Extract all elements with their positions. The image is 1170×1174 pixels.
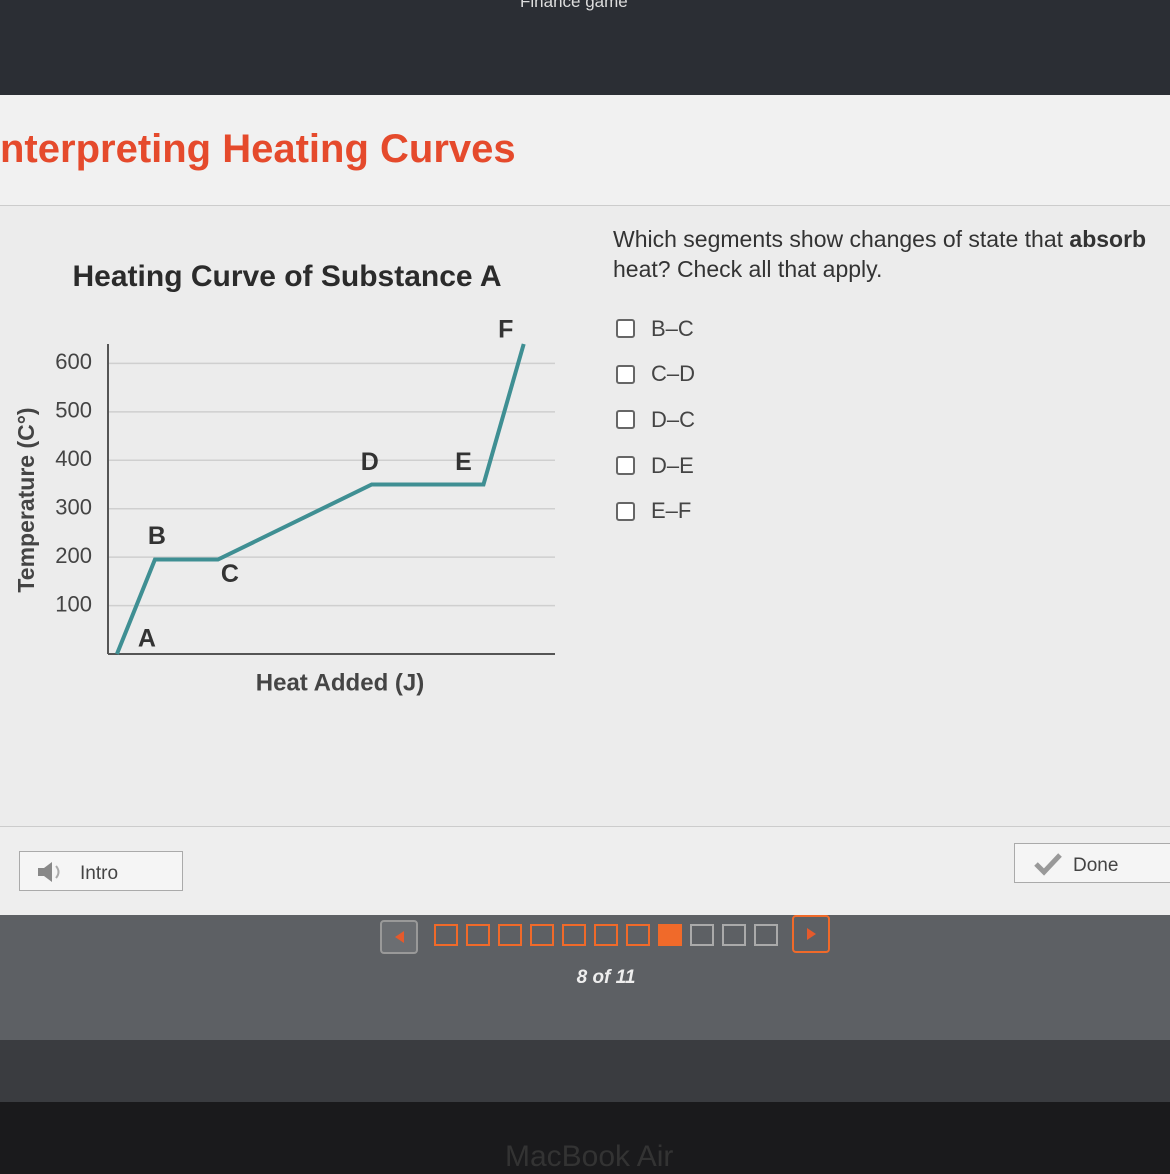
y-tick-label: 500 bbox=[55, 398, 92, 423]
browser-bar: Finance game bbox=[0, 0, 1170, 95]
heating-curve bbox=[115, 343, 526, 655]
device-label: MacBook Air bbox=[505, 1140, 674, 1173]
y-tick-label: 200 bbox=[55, 543, 92, 568]
page-box[interactable] bbox=[498, 924, 522, 946]
point-label: D bbox=[361, 448, 379, 476]
bookmark[interactable]: Finance game bbox=[520, 0, 628, 11]
y-tick-label: 400 bbox=[55, 446, 92, 471]
intro-label: Intro bbox=[80, 863, 119, 884]
page-box[interactable] bbox=[722, 924, 746, 946]
x-axis-label: Heat Added (J) bbox=[256, 669, 424, 696]
page-box[interactable] bbox=[466, 924, 490, 946]
question-text: heat? Check all that apply. bbox=[613, 256, 883, 282]
content bbox=[0, 206, 1170, 826]
y-tick-label: 100 bbox=[55, 591, 92, 616]
point-label: F bbox=[498, 316, 513, 344]
y-axis-label: Temperature (C°) bbox=[13, 407, 39, 592]
question-bold: absorb bbox=[1069, 226, 1147, 252]
prev-button[interactable] bbox=[380, 920, 418, 954]
y-tick-label: 300 bbox=[55, 495, 92, 520]
point-label: C bbox=[221, 560, 239, 588]
option-label: E–F bbox=[651, 498, 692, 524]
option[interactable]: C–D bbox=[616, 352, 695, 398]
option-label: B–C bbox=[651, 315, 694, 341]
y-tick-label: 600 bbox=[55, 349, 92, 374]
next-icon bbox=[807, 928, 816, 940]
screen-bottom bbox=[0, 1040, 1170, 1102]
point-label: E bbox=[455, 448, 472, 476]
checkbox[interactable] bbox=[616, 410, 635, 430]
option-label: D–C bbox=[651, 406, 696, 432]
option[interactable]: B–C bbox=[616, 306, 695, 352]
pager-label: 8 of 11 bbox=[576, 967, 636, 988]
option[interactable]: E–F bbox=[616, 488, 695, 534]
next-button[interactable] bbox=[792, 915, 830, 953]
option[interactable]: D–C bbox=[616, 397, 695, 443]
page-box[interactable] bbox=[690, 924, 714, 946]
checkbox[interactable] bbox=[616, 456, 635, 476]
chart: Heating Curve of Substance A Heat Added … bbox=[13, 260, 555, 696]
check-icon bbox=[1034, 853, 1062, 876]
done-label: Done bbox=[1073, 855, 1119, 876]
checkbox[interactable] bbox=[616, 319, 635, 339]
page-box[interactable] bbox=[594, 924, 618, 946]
checkbox[interactable] bbox=[616, 364, 635, 384]
question: Which segments show changes of state tha… bbox=[613, 224, 1170, 284]
question-text: Which segments show changes of state tha… bbox=[613, 226, 1070, 252]
intro-button[interactable]: Intro bbox=[19, 851, 183, 891]
point-label: A bbox=[138, 625, 156, 653]
page-box[interactable] bbox=[626, 924, 650, 946]
option-label: C–D bbox=[651, 361, 696, 387]
title-band: nterpreting Heating Curves bbox=[0, 95, 1170, 206]
option[interactable]: D–E bbox=[616, 443, 695, 489]
speaker-icon bbox=[38, 862, 60, 882]
prev-icon bbox=[395, 931, 404, 943]
option-label: D–E bbox=[651, 452, 694, 478]
point-label: B bbox=[148, 522, 166, 550]
page-box[interactable] bbox=[562, 924, 586, 946]
options: B–C C–D D–C D–E E–F bbox=[616, 306, 695, 534]
page-box[interactable] bbox=[754, 924, 778, 946]
chart-title: Heating Curve of Substance A bbox=[73, 260, 502, 293]
footer bbox=[0, 826, 1170, 916]
page-box[interactable] bbox=[434, 924, 458, 946]
checkbox[interactable] bbox=[616, 501, 635, 521]
page-box[interactable] bbox=[530, 924, 554, 946]
done-button[interactable]: Done bbox=[1014, 843, 1170, 883]
page-box-current[interactable] bbox=[658, 924, 682, 946]
page-title: nterpreting Heating Curves bbox=[0, 127, 516, 171]
